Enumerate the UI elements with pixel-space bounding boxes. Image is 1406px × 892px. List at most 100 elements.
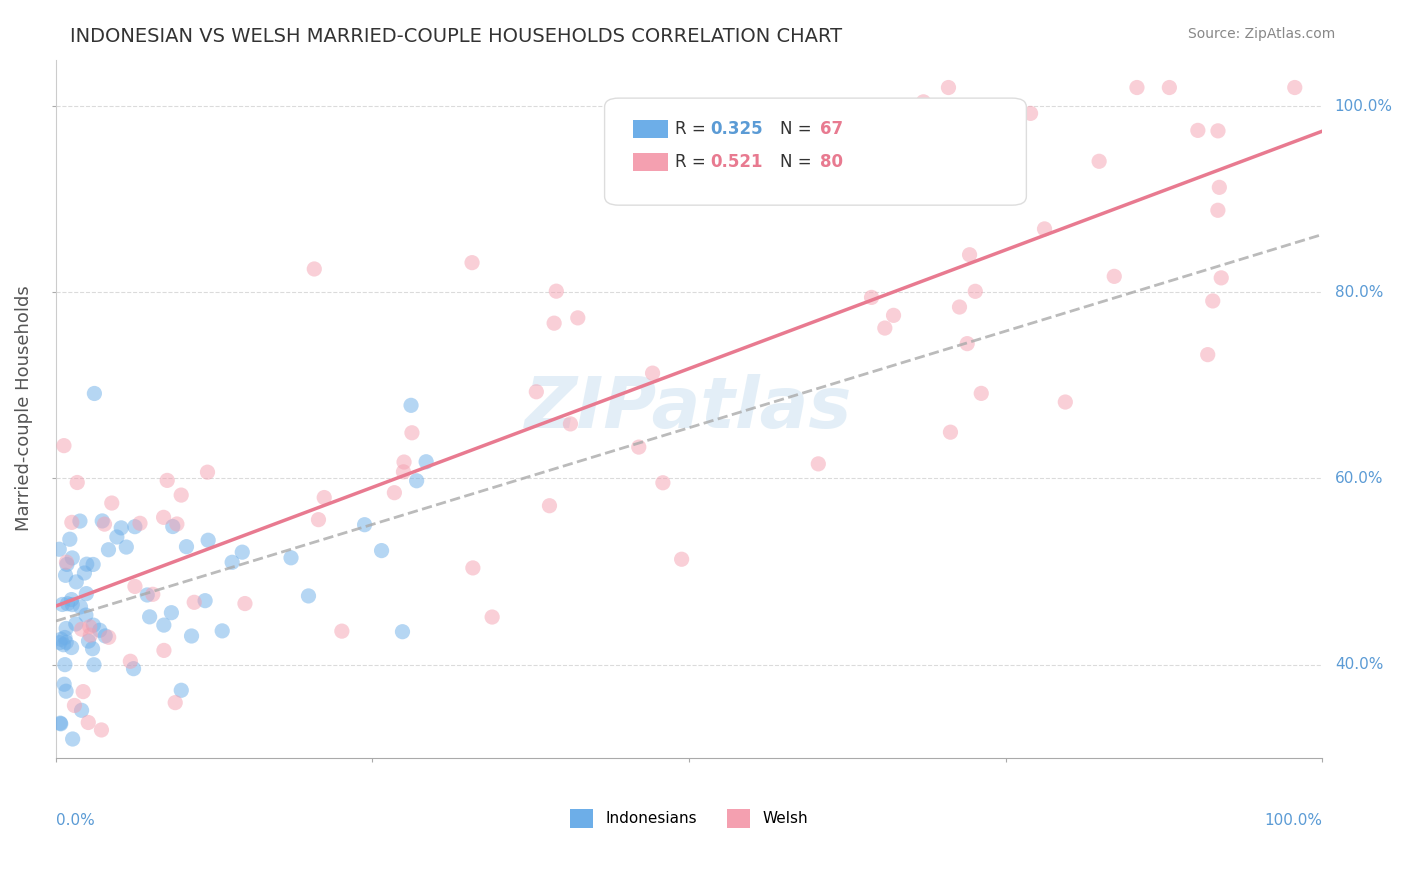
Point	[165, 696, 187, 710]
Text: ZIPatlas: ZIPatlas	[526, 374, 852, 443]
Point	[1088, 154, 1111, 169]
Point	[1126, 80, 1149, 95]
Point	[53, 631, 76, 645]
Text: 100.0%: 100.0%	[1264, 814, 1322, 829]
Point	[55, 635, 77, 649]
Point	[948, 300, 970, 314]
Point	[122, 662, 145, 676]
Point	[52, 439, 75, 453]
Point	[60, 592, 83, 607]
Point	[546, 284, 568, 298]
Point	[49, 635, 72, 649]
Point	[966, 148, 988, 162]
Point	[560, 417, 582, 431]
Point	[392, 455, 415, 469]
Point	[97, 630, 120, 644]
Point	[138, 610, 160, 624]
Point	[76, 557, 98, 571]
Point	[567, 310, 589, 325]
Point	[77, 715, 100, 730]
Point	[392, 465, 415, 479]
Point	[1054, 395, 1077, 409]
Point	[73, 566, 96, 580]
Point	[79, 620, 101, 634]
Point	[160, 606, 183, 620]
Text: 67: 67	[820, 120, 842, 138]
Point	[370, 543, 392, 558]
Point	[72, 684, 94, 698]
Point	[49, 716, 72, 731]
Point	[938, 80, 960, 95]
Point	[211, 624, 233, 638]
Point	[353, 517, 375, 532]
Point	[77, 634, 100, 648]
Point	[415, 455, 437, 469]
Point	[55, 684, 77, 698]
Point	[75, 608, 97, 623]
Point	[671, 552, 693, 566]
Point	[69, 599, 91, 614]
Point	[834, 153, 856, 168]
Point	[399, 398, 422, 412]
Point	[79, 628, 101, 642]
Point	[959, 248, 981, 262]
Point	[53, 677, 76, 691]
Point	[156, 474, 179, 488]
Point	[314, 491, 336, 505]
Point	[912, 95, 935, 109]
Point	[461, 561, 484, 575]
Point	[297, 589, 319, 603]
Point	[105, 530, 128, 544]
Point	[853, 142, 876, 156]
Point	[129, 516, 152, 531]
Point	[142, 587, 165, 601]
Point	[56, 558, 79, 572]
Point	[110, 521, 132, 535]
Point	[1019, 106, 1042, 120]
Point	[94, 629, 117, 643]
Text: INDONESIAN VS WELSH MARRIED-COUPLE HOUSEHOLDS CORRELATION CHART: INDONESIAN VS WELSH MARRIED-COUPLE HOUSE…	[70, 27, 842, 45]
Point	[180, 629, 202, 643]
Point	[153, 618, 176, 632]
Point	[965, 285, 987, 299]
Point	[970, 386, 993, 401]
Point	[70, 703, 93, 717]
Point	[461, 255, 484, 269]
Point	[48, 542, 70, 557]
Text: 80.0%: 80.0%	[1334, 285, 1384, 300]
Point	[49, 716, 72, 731]
Point	[89, 624, 111, 638]
Point	[66, 475, 89, 490]
Point	[197, 465, 219, 479]
Point	[82, 618, 104, 632]
Point	[304, 262, 326, 277]
Point	[170, 683, 193, 698]
Point	[280, 550, 302, 565]
Point	[60, 516, 83, 530]
Point	[69, 514, 91, 528]
Point	[221, 555, 243, 569]
Point	[1159, 80, 1181, 95]
Legend: Indonesians, Welsh: Indonesians, Welsh	[564, 803, 814, 834]
Point	[124, 579, 146, 593]
Point	[55, 622, 77, 636]
Point	[1202, 293, 1225, 308]
Point	[53, 657, 76, 672]
Point	[170, 488, 193, 502]
Point	[52, 638, 75, 652]
Point	[176, 540, 198, 554]
Point	[939, 425, 962, 440]
Point	[65, 574, 87, 589]
Text: 0.0%: 0.0%	[56, 814, 94, 829]
Point	[56, 597, 79, 611]
Point	[100, 496, 122, 510]
Point	[384, 485, 406, 500]
Point	[481, 610, 503, 624]
Text: 100.0%: 100.0%	[1334, 99, 1393, 113]
Text: N =: N =	[780, 120, 817, 138]
Point	[183, 595, 205, 609]
Text: 0.325: 0.325	[710, 120, 762, 138]
Point	[873, 321, 896, 335]
Point	[166, 516, 188, 531]
Point	[1187, 123, 1209, 137]
